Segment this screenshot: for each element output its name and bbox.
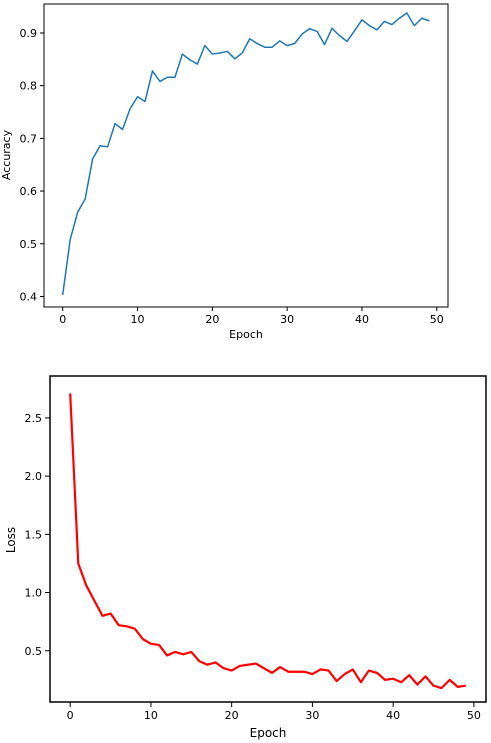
accuracy-x-tick-label: 40	[355, 313, 369, 326]
loss-x-tick-label: 40	[386, 709, 400, 722]
accuracy-x-tick-label: 10	[131, 313, 145, 326]
loss-x-axis-label: Epoch	[250, 726, 287, 740]
accuracy-x-tick-label: 30	[280, 313, 294, 326]
loss-series	[69, 393, 466, 690]
loss-plot-frame	[49, 375, 487, 703]
accuracy-y-axis-label: Accuracy	[0, 129, 13, 180]
loss-x-tick-label: 50	[467, 709, 481, 722]
loss-x-ticks: 0 10 20 30 40 50	[67, 702, 481, 722]
loss-x-tick-label: 30	[305, 709, 319, 722]
loss-y-tick-label: 2.0	[25, 470, 43, 483]
accuracy-y-tick-label: 0.8	[20, 80, 38, 93]
accuracy-x-tick-label: 20	[205, 313, 219, 326]
accuracy-x-tick-label: 50	[430, 313, 444, 326]
accuracy-x-axis-label: Epoch	[229, 328, 263, 341]
accuracy-series	[61, 12, 430, 295]
loss-series-line	[69, 393, 466, 690]
loss-y-tick-label: 0.5	[25, 645, 43, 658]
accuracy-y-tick-label: 0.6	[20, 185, 38, 198]
accuracy-y-tick-label: 0.7	[20, 132, 38, 145]
loss-y-ticks: 0.5 1.0 1.5 2.0 2.5	[25, 412, 50, 658]
accuracy-y-tick-label: 0.5	[20, 238, 38, 251]
loss-x-tick-label: 10	[144, 709, 158, 722]
accuracy-y-ticks: 0.4 0.5 0.6 0.7 0.8 0.9	[20, 27, 44, 303]
accuracy-x-ticks: 0 10 20 30 40 50	[59, 307, 444, 326]
accuracy-y-tick-label: 0.9	[20, 27, 38, 40]
accuracy-chart: 0 10 20 30 40 50 0.4 0.5 0.6 0.7 0.8 0.9 Epoch Acc…	[0, 3, 449, 341]
accuracy-y-tick-label: 0.4	[20, 290, 38, 303]
accuracy-series-line	[61, 12, 430, 295]
loss-y-axis-label: Loss	[4, 527, 18, 553]
loss-y-tick-label: 1.5	[25, 528, 43, 541]
loss-chart: 0 10 20 30 40 50 0.5 1.0 1.5 2.0 2.5 Epoch Loss	[4, 375, 487, 740]
accuracy-plot-frame	[43, 3, 449, 308]
accuracy-x-tick-label: 0	[59, 313, 66, 326]
loss-x-tick-label: 0	[67, 709, 74, 722]
loss-y-tick-label: 2.5	[25, 412, 43, 425]
loss-y-tick-label: 1.0	[25, 587, 43, 600]
loss-x-tick-label: 20	[225, 709, 239, 722]
